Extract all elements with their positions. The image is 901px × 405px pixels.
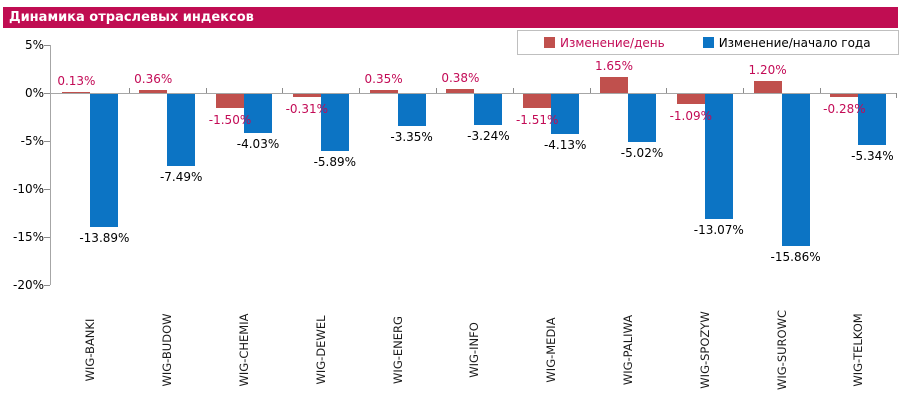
x-axis-tick — [128, 88, 130, 93]
category-label: WIG-DEWEL — [313, 315, 328, 385]
bar-label-day-change: -0.28% — [823, 101, 866, 116]
legend-label-day: Изменение/день — [560, 35, 665, 50]
bar-ytd-change — [167, 94, 196, 166]
x-axis-tick — [282, 88, 284, 93]
category-label: WIG-TELKOM — [851, 313, 866, 387]
category-label: WIG-PALIWA — [621, 314, 635, 386]
x-axis-tick — [820, 88, 821, 93]
legend-entry-day: Изменение/день — [544, 36, 665, 50]
bar-day-change — [292, 94, 321, 97]
y-axis-tick-label: -15% — [12, 230, 44, 244]
legend-entry-ytd: Изменение/начало года — [702, 35, 871, 50]
bar-label-day-change: -0.31% — [285, 101, 329, 116]
y-axis-tick — [44, 45, 50, 46]
category-label: WIG-SUROWC — [774, 310, 789, 390]
bar-day-change — [830, 94, 859, 97]
bar-label-day-change: 1.65% — [594, 59, 634, 74]
bar-label-day-change: 0.35% — [364, 71, 403, 86]
bar-ytd-change — [551, 94, 580, 134]
bar-label-ytd-change: -13.07% — [693, 223, 744, 238]
y-axis-tick — [44, 141, 50, 142]
bar-label-ytd-change: -3.35% — [390, 130, 433, 145]
x-axis-tick — [205, 88, 207, 93]
y-axis-tick-label: 0% — [24, 86, 44, 100]
category-label: WIG-BANKI — [83, 318, 98, 382]
bar-label-day-change: 1.20% — [748, 63, 787, 78]
bar-label-ytd-change: -5.89% — [313, 154, 357, 169]
bar-label-ytd-change: -5.02% — [620, 146, 664, 161]
legend-swatch-ytd-icon — [702, 37, 714, 48]
bar-day-change — [753, 81, 782, 93]
x-axis-tick — [589, 88, 591, 93]
bar-ytd-change — [397, 94, 426, 127]
bar-label-ytd-change: -15.86% — [770, 250, 821, 265]
bar-ytd-change — [474, 94, 503, 126]
bar-label-day-change: -1.09% — [669, 109, 713, 124]
x-axis-end-tick — [896, 93, 897, 98]
x-axis-tick — [666, 88, 668, 93]
x-axis-tick — [743, 88, 745, 93]
y-axis-tick — [44, 285, 50, 286]
bar-day-change — [369, 89, 398, 93]
bar-label-ytd-change: -4.03% — [236, 136, 280, 151]
y-axis-tick-label: -10% — [12, 182, 44, 196]
legend-swatch-day-icon — [544, 37, 555, 48]
category-label: WIG-INFO — [467, 322, 482, 378]
legend-label-ytd: Изменение/начало года — [718, 35, 871, 50]
y-axis-tick-label: 5% — [24, 38, 44, 52]
bar-label-ytd-change: -4.13% — [543, 137, 587, 152]
x-axis-tick — [436, 88, 437, 93]
bar-ytd-change — [704, 94, 733, 220]
bar-label-day-change: -1.51% — [515, 113, 559, 128]
category-label: WIG-CHEMIA — [237, 313, 251, 387]
bar-day-change — [523, 94, 552, 109]
bar-label-day-change: 0.38% — [441, 71, 480, 86]
x-axis-tick — [512, 88, 514, 93]
bar-day-change — [676, 94, 705, 105]
bar-ytd-change — [244, 94, 272, 133]
x-axis-tick — [359, 88, 361, 93]
y-axis-tick — [44, 237, 50, 238]
bar-day-change — [446, 89, 475, 93]
chart-title: Динамика отраслевых индексов — [9, 10, 254, 25]
bar-ytd-change — [628, 94, 656, 143]
bar-label-ytd-change: -13.89% — [79, 231, 130, 246]
bar-day-change — [139, 89, 168, 93]
category-label: WIG-BUDOW — [160, 313, 175, 387]
bar-day-change — [216, 94, 244, 109]
bar-label-ytd-change: -7.49% — [159, 169, 203, 184]
bar-label-day-change: 0.13% — [57, 73, 96, 88]
chart-title-bar: Динамика отраслевых индексов — [3, 7, 898, 28]
bar-ytd-change — [320, 94, 349, 151]
y-axis-tick — [44, 189, 50, 190]
y-axis-line — [50, 45, 51, 285]
x-axis-line — [50, 93, 897, 94]
bar-label-ytd-change: -5.34% — [851, 149, 894, 164]
y-axis-tick — [44, 93, 50, 94]
bar-label-ytd-change: -3.24% — [467, 129, 510, 144]
bar-day-change — [62, 91, 91, 93]
bar-ytd-change — [781, 94, 810, 247]
category-label: WIG-SPOZYW — [697, 311, 712, 389]
bar-label-day-change: -1.50% — [208, 113, 252, 128]
y-axis-tick-label: -20% — [12, 278, 44, 292]
y-axis-tick-label: -5% — [20, 134, 44, 148]
chart-legend: Изменение/день Изменение/начало года — [517, 30, 899, 55]
category-label: WIG-MEDIA — [544, 317, 559, 383]
bar-ytd-change — [858, 94, 887, 146]
bar-day-change — [600, 77, 628, 93]
category-label: WIG-ENERG — [390, 316, 405, 384]
bar-ytd-change — [90, 94, 119, 228]
bar-label-day-change: 0.36% — [134, 71, 173, 86]
